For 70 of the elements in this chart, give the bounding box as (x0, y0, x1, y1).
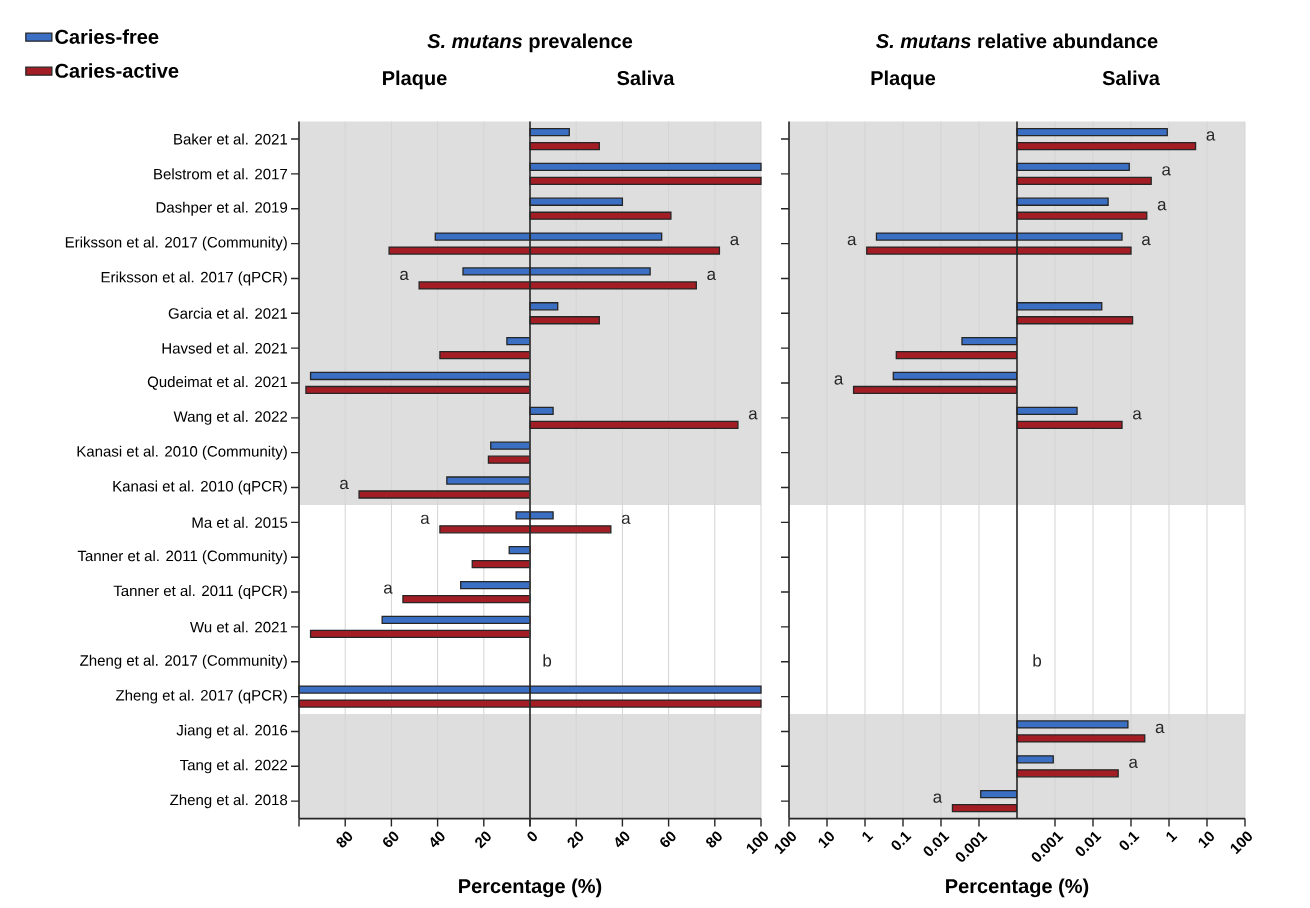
annotation: a (400, 270, 409, 281)
chart-subtitle: Plaque (871, 70, 936, 90)
x-tick-label: 40 (430, 831, 445, 848)
y-tick-label: Dashper et al. 2019 (156, 201, 288, 216)
y-tick-label: Ma et al. 2015 (192, 516, 288, 528)
annotation: b (543, 654, 552, 667)
x-tick-label: 0.1 (891, 831, 912, 851)
chart-title: S. mutans prevalence (427, 33, 633, 53)
y-tick-label: Garcia et al. 2021 (168, 307, 288, 319)
y-tick-label: Tanner et al. 2011 (qPCR) (113, 585, 287, 600)
chart-subtitle: Plaque (383, 70, 447, 90)
y-tick-label: Wu et al. 2021 (190, 621, 288, 633)
y-tick-label: Havsed et al. 2021 (162, 342, 288, 354)
y-tick-label: Eriksson et al. 2017 (qPCR) (101, 271, 287, 286)
chart-subtitle: Saliva (617, 70, 675, 86)
x-axis-title: Percentage (%) (459, 878, 602, 898)
annotation: a (847, 235, 857, 246)
x-tick-label: 1 (862, 831, 874, 843)
annotation: a (1162, 166, 1171, 176)
x-tick-label: 80 (336, 831, 353, 848)
x-tick-label: 100 (774, 831, 796, 855)
chart-subtitle: Saliva (1102, 70, 1161, 86)
annotation: a (621, 514, 631, 525)
y-tick-label: Kanasi et al. 2010 (qPCR) (113, 480, 287, 495)
annotation: a (420, 514, 430, 525)
x-tick-label: 0.01 (1075, 831, 1102, 856)
x-tick-label: 60 (383, 831, 399, 848)
chart-title: S. mutans relative abundance (876, 33, 1158, 49)
y-tick-label: Belstrom et al. 2017 (154, 168, 288, 180)
x-tick-label: 100 (746, 831, 768, 855)
annotation: a (933, 793, 943, 803)
x-tick-label: 100 (1230, 831, 1252, 855)
x-tick-label: 60 (660, 831, 676, 848)
x-tick-label: 80 (706, 831, 722, 848)
annotation: a (383, 584, 393, 594)
annotation: a (1155, 723, 1165, 734)
y-tick-label: Qudeimat et al. 2021 (147, 376, 288, 390)
x-tick-label: 0 (527, 831, 537, 842)
y-tick-label: Zheng et al. 2017 (Community) (80, 654, 287, 669)
annotation: b (1033, 654, 1042, 667)
x-tick-label: 1 (1166, 831, 1178, 843)
y-tick-label: Baker et al. 2021 (174, 133, 288, 145)
annotation: a (1157, 201, 1167, 211)
x-axis-title: Percentage (%) (946, 878, 1089, 898)
x-tick-label: 40 (615, 831, 630, 848)
y-tick-label: Eriksson et al. 2017 (Community) (65, 236, 287, 251)
y-tick-label: Jiang et al. 2016 (176, 724, 288, 739)
annotation: a (730, 235, 740, 246)
x-tick-label: 0.01 (923, 831, 950, 856)
annotation: a (340, 479, 349, 490)
x-tick-label: 0.1 (1119, 831, 1140, 851)
x-tick-label: 10 (1198, 831, 1214, 849)
annotation: a (1206, 131, 1216, 141)
y-tick-label: Tang et al. 2022 (179, 759, 288, 774)
annotation: a (1141, 235, 1151, 246)
annotation: a (707, 270, 717, 281)
legend-label: Caries-free (55, 29, 159, 44)
x-tick-label: 20 (567, 831, 584, 849)
y-tick-label: Tanner et al. 2011 (Community) (77, 550, 287, 565)
y-tick-label: Kanasi et al. 2010 (Community) (77, 445, 287, 460)
y-tick-label: Zheng et al. 2018 (170, 794, 288, 809)
annotation: a (834, 375, 844, 385)
y-tick-label: Wang et al. 2022 (173, 410, 288, 425)
x-tick-label: 20 (475, 831, 491, 849)
annotation: a (1129, 758, 1138, 768)
annotation: a (748, 410, 758, 420)
legend-label: Caries-active (55, 63, 179, 78)
x-tick-label: 10 (818, 831, 834, 849)
annotation: a (1133, 410, 1142, 420)
y-tick-label: Zheng et al. 2017 (qPCR) (115, 689, 287, 704)
